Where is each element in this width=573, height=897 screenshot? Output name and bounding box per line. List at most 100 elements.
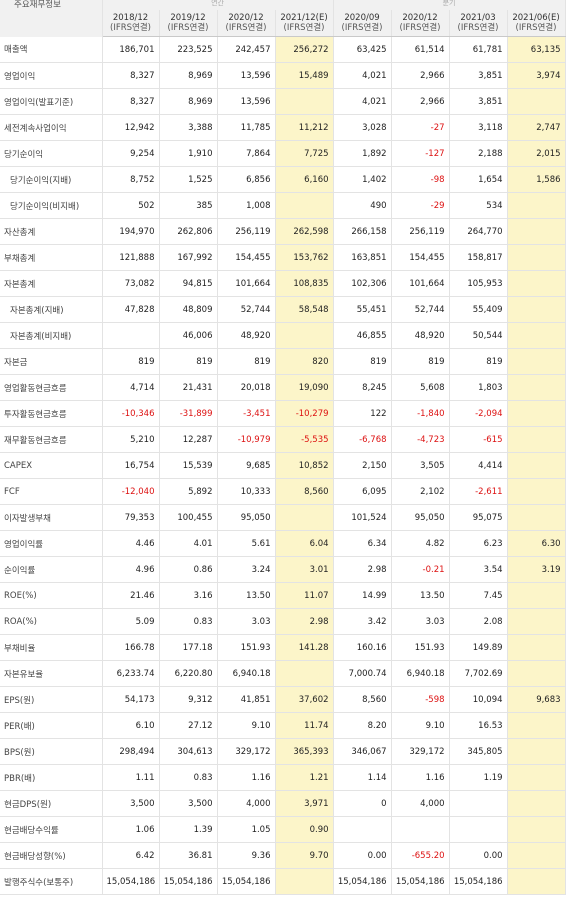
- row-label[interactable]: BPS(원): [0, 738, 103, 765]
- row-label[interactable]: 자본총계(지배): [0, 296, 103, 323]
- row-label[interactable]: 현금DPS(원): [0, 790, 103, 817]
- table-cell: [507, 88, 566, 115]
- row-label[interactable]: 발행주식수(보통주): [0, 868, 103, 895]
- row-label[interactable]: EPS(원): [0, 686, 103, 713]
- table-cell: 61,781: [449, 36, 508, 63]
- table-cell: 1,525: [159, 166, 218, 193]
- table-row: 자본총계(비지배) 46,006 48,920 46,855 48,920 50,544: [0, 322, 566, 349]
- table-cell: 8,752: [102, 166, 160, 193]
- row-label[interactable]: 당기순이익(비지배): [0, 192, 103, 219]
- table-cell: [507, 348, 566, 375]
- table-cell: 1.05: [217, 816, 276, 843]
- table-cell: 9.70: [275, 842, 334, 869]
- table-cell: -598: [391, 686, 450, 713]
- row-label[interactable]: 자산총계: [0, 218, 103, 245]
- table-cell: -655.20: [391, 842, 450, 869]
- column-basis: (IFRS연결): [283, 23, 325, 33]
- table-cell: 256,272: [275, 36, 334, 63]
- table-cell: 346,067: [333, 738, 392, 765]
- table-cell: 266,158: [333, 218, 392, 245]
- table-cell: 3.54: [449, 556, 508, 583]
- table-cell: -6,768: [333, 426, 392, 453]
- table-cell: 0.83: [159, 764, 218, 791]
- row-label[interactable]: 현금배당성향(%): [0, 842, 103, 869]
- table-cell: 2.98: [333, 556, 392, 583]
- table-cell: 37,602: [275, 686, 334, 713]
- table-cell: 163,851: [333, 244, 392, 271]
- table-cell: -12,040: [102, 478, 160, 505]
- quarter-group-header[interactable]: 분기: [333, 0, 566, 10]
- table-cell: 11,785: [217, 114, 276, 141]
- row-label[interactable]: 당기순이익: [0, 140, 103, 167]
- table-cell: 158,817: [449, 244, 508, 271]
- row-label[interactable]: 부채총계: [0, 244, 103, 271]
- row-label[interactable]: 영업이익(발표기준): [0, 88, 103, 115]
- table-cell: -27: [391, 114, 450, 141]
- table-cell: -31,899: [159, 400, 218, 427]
- column-period: 2020/12: [228, 13, 264, 23]
- table-cell: [507, 634, 566, 661]
- table-cell: 819: [217, 348, 276, 375]
- row-label[interactable]: 현금배당수익률: [0, 816, 103, 843]
- column-basis: (IFRS연결): [399, 23, 441, 33]
- table-cell: 502: [102, 192, 160, 219]
- table-cell: 9,254: [102, 140, 160, 167]
- table-cell: 3.03: [217, 608, 276, 635]
- table-cell: 52,744: [391, 296, 450, 323]
- row-label[interactable]: 영업이익: [0, 62, 103, 89]
- row-label[interactable]: PBR(배): [0, 764, 103, 791]
- row-label[interactable]: 부채비율: [0, 634, 103, 661]
- table-cell: 8,969: [159, 88, 218, 115]
- row-label[interactable]: 이자발생부채: [0, 504, 103, 531]
- table-cell: 264,770: [449, 218, 508, 245]
- table-cell: -10,979: [217, 426, 276, 453]
- table-cell: 3,971: [275, 790, 334, 817]
- table-cell: 3.19: [507, 556, 566, 583]
- row-label[interactable]: ROA(%): [0, 608, 103, 635]
- table-cell: 1,008: [217, 192, 276, 219]
- row-label[interactable]: ROE(%): [0, 582, 103, 609]
- table-cell: 2,188: [449, 140, 508, 167]
- row-label[interactable]: 투자활동현금흐름: [0, 400, 103, 427]
- table-cell: [275, 192, 334, 219]
- row-label[interactable]: 재무활동현금흐름: [0, 426, 103, 453]
- row-label[interactable]: PER(배): [0, 712, 103, 739]
- row-label[interactable]: 매출액: [0, 36, 103, 63]
- table-cell: -2,094: [449, 400, 508, 427]
- table-cell: [507, 842, 566, 869]
- table-cell: 0: [333, 790, 392, 817]
- annual-group-header[interactable]: 연간: [102, 0, 334, 10]
- row-label[interactable]: 자본총계(비지배): [0, 322, 103, 349]
- table-cell: [507, 296, 566, 323]
- row-label[interactable]: 세전계속사업이익: [0, 114, 103, 141]
- row-label[interactable]: 자본금: [0, 348, 103, 375]
- table-cell: 8,969: [159, 62, 218, 89]
- table-cell: 4,714: [102, 374, 160, 401]
- row-label[interactable]: FCF: [0, 478, 103, 505]
- row-label[interactable]: 순이익률: [0, 556, 103, 583]
- table-cell: 10,094: [449, 686, 508, 713]
- table-cell: 6.34: [333, 530, 392, 557]
- table-header: 주요재무정보 연간 분기 2018/12 (IFRS연결) 2019/12 (IFRS…: [0, 0, 566, 37]
- table-cell: 5,608: [391, 374, 450, 401]
- table-cell: [449, 816, 508, 843]
- row-label[interactable]: CAPEX: [0, 452, 103, 479]
- row-label[interactable]: 자본유보율: [0, 660, 103, 687]
- table-cell: [507, 374, 566, 401]
- table-cell: 16,754: [102, 452, 160, 479]
- table-cell: 63,135: [507, 36, 566, 63]
- table-cell: [507, 504, 566, 531]
- table-row: 현금배당성향(%) 6.42 36.81 9.36 9.70 0.00 -655.20 0.0…: [0, 842, 566, 869]
- row-label[interactable]: 당기순이익(지배): [0, 166, 103, 193]
- table-cell: 3,851: [449, 62, 508, 89]
- row-label[interactable]: 자본총계: [0, 270, 103, 297]
- column-header: 2021/06(E) (IFRS연결): [507, 10, 566, 37]
- row-label[interactable]: 영업활동현금흐름: [0, 374, 103, 401]
- column-period: 2020/09: [344, 13, 380, 23]
- table-cell: 105,953: [449, 270, 508, 297]
- table-cell: 345,805: [449, 738, 508, 765]
- table-row: 자산총계 194,970 262,806 256,119 262,598 266,158 2…: [0, 218, 566, 245]
- table-cell: 9.36: [217, 842, 276, 869]
- row-label[interactable]: 영업이익률: [0, 530, 103, 557]
- table-cell: 0.90: [275, 816, 334, 843]
